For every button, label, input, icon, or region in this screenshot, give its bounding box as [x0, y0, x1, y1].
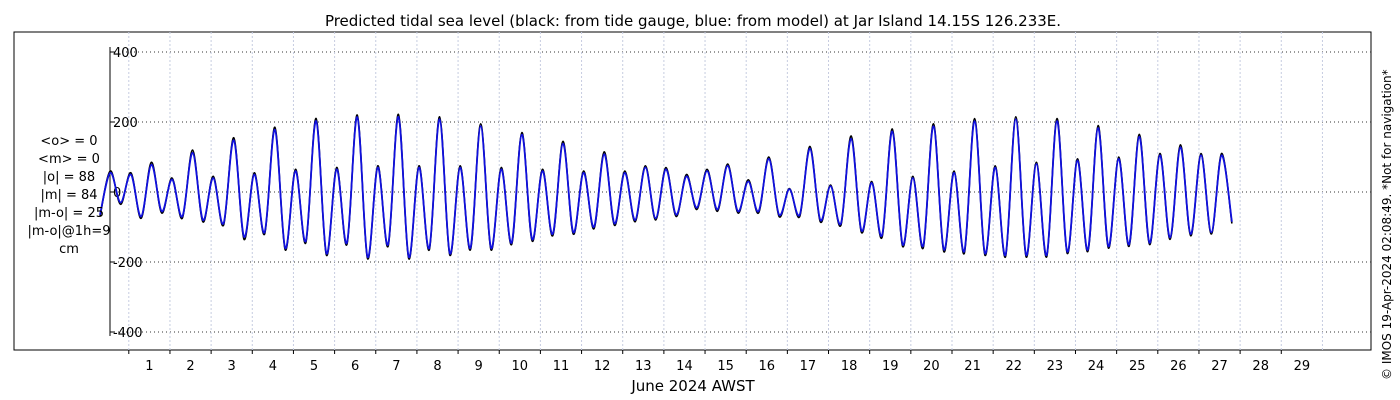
- x-tick-label: 7: [392, 359, 400, 374]
- series: [99, 113, 1233, 260]
- x-tick-label: 6: [351, 359, 359, 374]
- x-tick-label: 5: [310, 359, 318, 374]
- stat-mean-obs: <o> = 0: [40, 134, 98, 149]
- chart-title: Predicted tidal sea level (black: from t…: [325, 12, 1061, 30]
- x-tick-label: 10: [512, 359, 529, 374]
- y-tick-label: 400: [113, 46, 138, 61]
- x-ticks: 1 2 3 4 5 6 7 8 9 10 11 12 13 14 15 16 17 18 19 20 21 22 23 24 2…: [128, 350, 1311, 374]
- x-tick-label: 12: [594, 359, 611, 374]
- y-tick-label: -400: [113, 326, 143, 341]
- x-tick-label: 22: [1005, 359, 1022, 374]
- stat-abs-diff: |m-o| = 25: [33, 206, 104, 221]
- x-tick-label: 1: [145, 359, 153, 374]
- x-tick-label: 11: [553, 359, 570, 374]
- y-tick-label: -200: [113, 256, 143, 271]
- x-tick-label: 29: [1294, 359, 1311, 374]
- x-tick-label: 19: [882, 359, 899, 374]
- stat-mean-model: <m> = 0: [38, 152, 100, 167]
- x-tick-label: 21: [964, 359, 981, 374]
- plot-area: [13, 31, 1372, 351]
- series-model-line: [99, 115, 1233, 258]
- stat-unit: cm: [59, 242, 79, 257]
- x-tick-label: 2: [186, 359, 194, 374]
- x-tick-label: 17: [800, 359, 817, 374]
- x-tick-label: 28: [1252, 359, 1269, 374]
- x-tick-label: 20: [923, 359, 940, 374]
- stat-abs-model: |m| = 84: [40, 188, 98, 203]
- x-tick-label: 3: [228, 359, 236, 374]
- x-axis-label: June 2024 AWST: [630, 377, 755, 395]
- stat-abs-obs: |o| = 88: [42, 170, 96, 185]
- stats-panel: <o> = 0 <m> = 0 |o| = 88 |m| = 84 |m-o| …: [14, 133, 124, 259]
- x-tick-label: 25: [1129, 359, 1146, 374]
- x-tick-label: 23: [1047, 359, 1064, 374]
- x-tick-label: 27: [1211, 359, 1228, 374]
- x-tick-label: 8: [433, 359, 441, 374]
- y-tick-label: 200: [113, 116, 138, 131]
- stat-abs-diff-1h: |m-o|@1h=9: [27, 224, 111, 239]
- x-tick-label: 9: [475, 359, 483, 374]
- x-tick-label: 24: [1088, 359, 1105, 374]
- x-tick-label: 18: [841, 359, 858, 374]
- x-tick-label: 26: [1170, 359, 1187, 374]
- x-tick-label: 16: [759, 359, 776, 374]
- credit-text: © IMOS 19-Apr-2024 02:08:49. *Not for na…: [1380, 69, 1394, 380]
- x-tick-label: 14: [676, 359, 693, 374]
- grid: [110, 32, 1371, 350]
- x-tick-label: 15: [717, 359, 734, 374]
- x-tick-label: 13: [635, 359, 652, 374]
- x-tick-label: 4: [269, 359, 277, 374]
